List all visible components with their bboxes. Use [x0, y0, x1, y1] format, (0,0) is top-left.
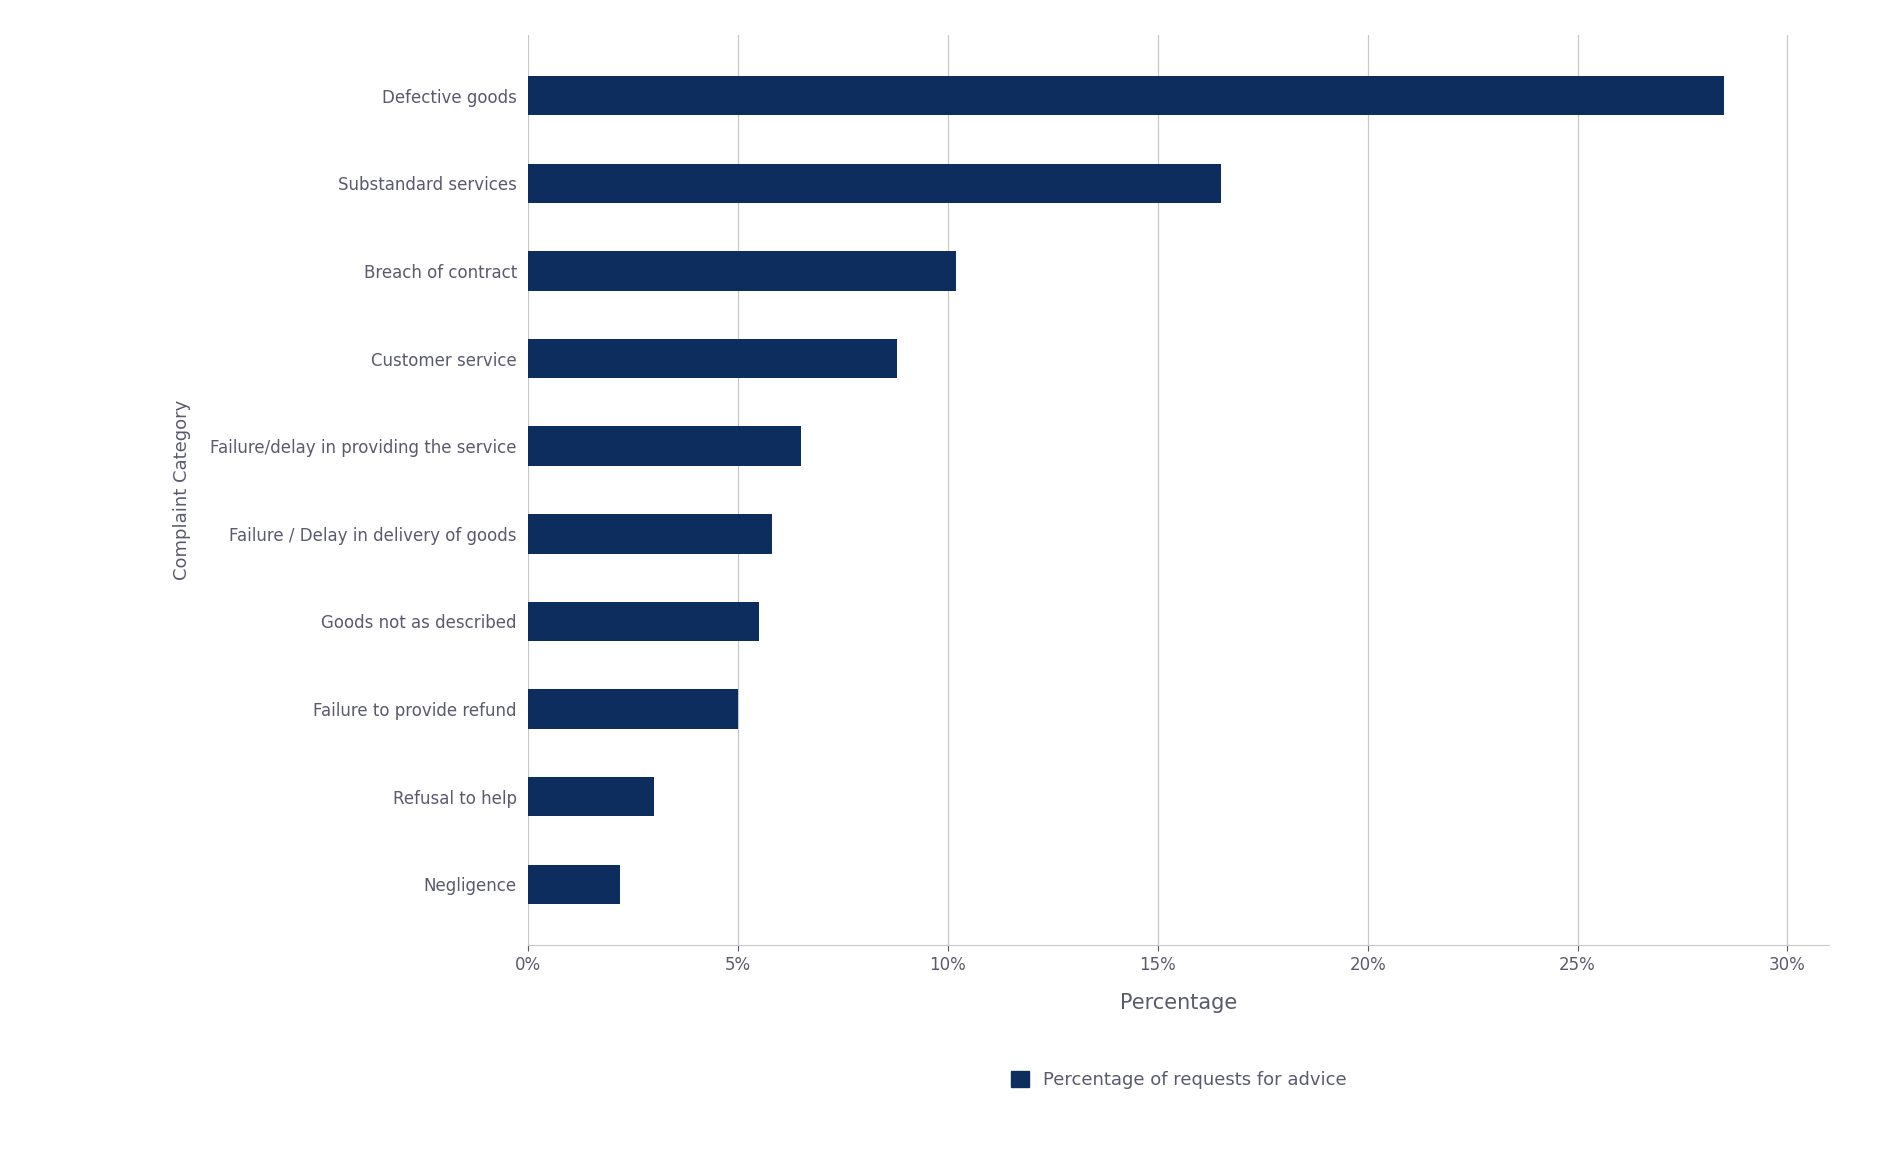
- Y-axis label: Complaint Category: Complaint Category: [174, 400, 190, 580]
- X-axis label: Percentage: Percentage: [1120, 994, 1237, 1013]
- Bar: [528, 164, 1220, 203]
- Bar: [528, 339, 898, 378]
- Legend: Percentage of requests for advice: Percentage of requests for advice: [1003, 1064, 1354, 1097]
- Bar: [528, 777, 654, 816]
- Bar: [528, 251, 956, 291]
- Bar: [528, 514, 771, 553]
- Bar: [528, 689, 737, 729]
- Bar: [528, 427, 802, 466]
- Bar: [528, 602, 758, 641]
- Bar: [528, 76, 1724, 115]
- Bar: [528, 865, 620, 904]
